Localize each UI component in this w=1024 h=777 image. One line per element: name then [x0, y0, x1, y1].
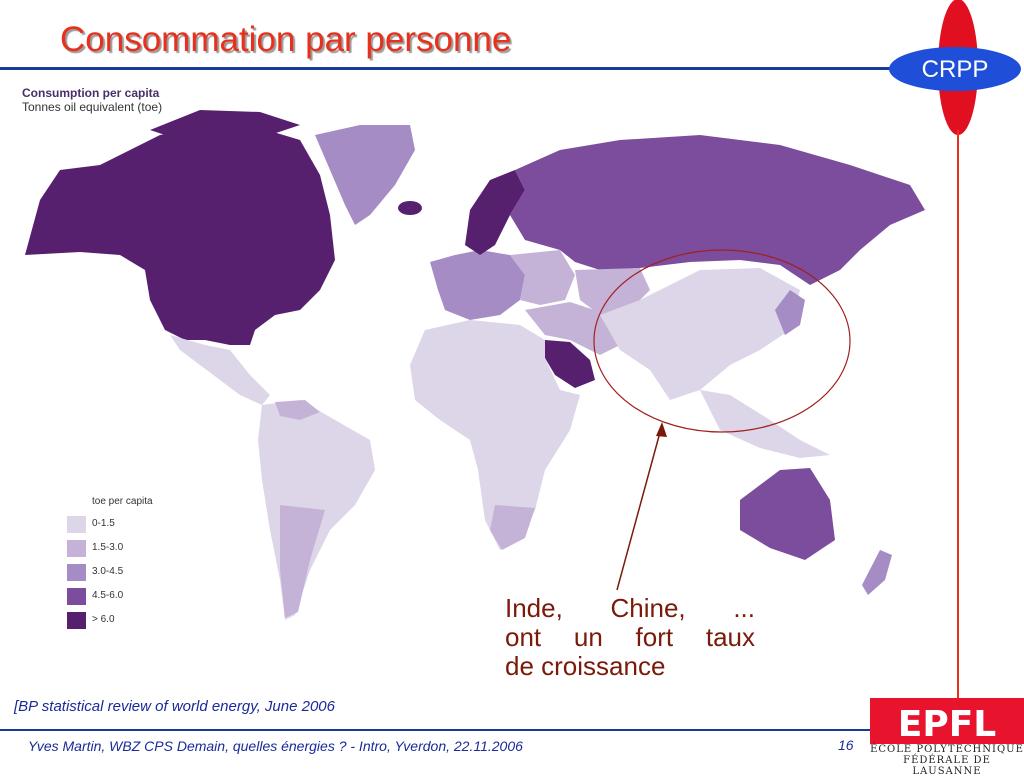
region-middle-east — [525, 302, 620, 355]
highlight-ellipse — [593, 249, 851, 433]
region-argentina-chile — [280, 505, 325, 618]
legend-title: toe per capita — [92, 496, 153, 507]
region-australia — [740, 468, 835, 560]
region-scandinavia — [465, 170, 525, 255]
region-venezuela — [275, 400, 320, 420]
epfl-logo: EPFL — [870, 698, 1024, 745]
crpp-logo-text: CRPP — [921, 56, 989, 83]
region-south-africa — [490, 505, 535, 550]
page-number: 16 — [838, 737, 854, 753]
world-map — [25, 110, 925, 620]
legend-swatch-0 — [67, 516, 86, 533]
crpp-logo — [889, 0, 1021, 135]
legend-swatch-3 — [67, 588, 86, 605]
region-saudi-arabia — [545, 340, 595, 388]
region-iceland — [398, 201, 422, 215]
epfl-name: ÉCOLE POLYTECHNIQUE FÉDÉRALE DE LAUSANNE — [870, 744, 1024, 777]
callout-arrowhead — [656, 422, 667, 437]
callout-line-2: ont un fort taux — [505, 622, 755, 652]
region-greenland — [315, 125, 415, 225]
callout-arrow-line — [616, 424, 663, 591]
region-canada-islands — [150, 110, 300, 140]
legend-label-0: 0-1.5 — [92, 518, 115, 529]
callout-line-3: de croissance — [505, 651, 666, 681]
crpp-logo-blue-shape — [889, 47, 1021, 91]
legend-swatch-2 — [67, 564, 86, 581]
region-africa — [410, 320, 580, 550]
region-japan-korea — [775, 290, 805, 335]
map-title: Consumption per capita — [22, 86, 160, 100]
right-vertical-rule — [957, 130, 959, 698]
callout-text: Inde, Chine, ... ont un fort taux de cro… — [505, 594, 755, 681]
slide-title: Consommation par personne — [60, 20, 512, 59]
callout-line-1: Inde, Chine, ... — [505, 593, 755, 623]
region-russia — [510, 135, 925, 285]
legend-label-4: > 6.0 — [92, 614, 115, 625]
region-eastern-europe — [510, 250, 575, 305]
region-central-america — [170, 335, 270, 405]
region-western-europe — [430, 250, 525, 320]
bottom-divider — [0, 729, 870, 731]
legend-label-3: 4.5-6.0 — [92, 590, 124, 601]
footer-text: Yves Martin, WBZ CPS Demain, quelles éne… — [28, 738, 523, 754]
svg-text:EPFL: EPFL — [898, 704, 997, 744]
epfl-name-line-2: FÉDÉRALE DE LAUSANNE — [903, 755, 991, 777]
region-china-india — [600, 268, 800, 400]
map-subtitle: Tonnes oil equivalent (toe) — [22, 100, 163, 114]
source-citation: [BP statistical review of world energy, … — [14, 698, 335, 715]
epfl-wordmark: EPFL — [898, 704, 997, 745]
legend-swatch-4 — [67, 612, 86, 629]
legend-label-2: 3.0-4.5 — [92, 566, 124, 577]
region-central-asia — [575, 268, 650, 315]
region-north-america — [25, 125, 335, 345]
top-divider — [0, 67, 900, 70]
region-southeast-asia — [700, 390, 830, 458]
legend-swatch-1 — [67, 540, 86, 557]
region-new-zealand — [862, 550, 892, 595]
epfl-name-line-1: ÉCOLE POLYTECHNIQUE — [870, 744, 1024, 755]
legend-label-1: 1.5-3.0 — [92, 542, 124, 553]
